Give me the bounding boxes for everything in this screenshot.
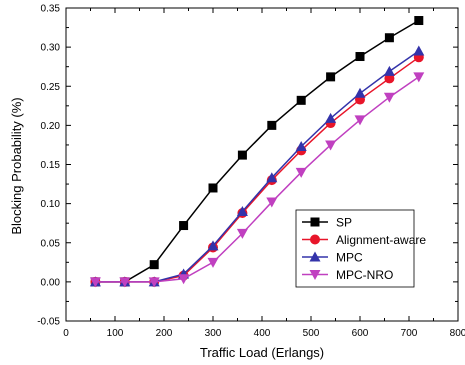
data-point-sp: [326, 72, 336, 82]
data-point-mpc-nro: [148, 277, 160, 288]
x-tick-label: 800: [450, 328, 465, 339]
legend-marker: [310, 217, 320, 227]
y-tick-label: 0.25: [41, 82, 61, 93]
data-point-mpc-nro: [354, 115, 366, 126]
data-point-mpc-nro: [89, 277, 101, 288]
series-layer: [89, 16, 425, 288]
data-point-mpc-nro: [295, 167, 307, 178]
series-mpc-nro: [89, 72, 425, 288]
data-point-mpc: [413, 45, 425, 56]
data-point-mpc-nro: [413, 72, 425, 83]
data-point-mpc-nro: [236, 228, 248, 239]
legend-marker: [310, 234, 320, 245]
data-point-mpc: [236, 205, 248, 216]
y-axis-title: Blocking Probability (%): [9, 97, 24, 234]
legend-item-mpc: MPC: [302, 251, 363, 265]
x-tick-label: 500: [303, 328, 320, 339]
legend-label: MPC-NRO: [336, 268, 393, 282]
x-tick-label: 400: [254, 328, 271, 339]
data-point-sp: [296, 95, 306, 105]
legend-item-mpc-nro: MPC-NRO: [302, 268, 393, 282]
legend: SP Alignment-aware MPC MPC-NRO: [295, 209, 426, 288]
data-point-mpc: [354, 87, 366, 98]
data-point-mpc-nro: [119, 277, 131, 288]
data-point-mpc-nro: [325, 140, 337, 151]
data-point-mpc-nro: [266, 197, 278, 208]
legend-item-sp: SP: [302, 216, 352, 230]
x-tick-label: 0: [63, 328, 69, 339]
legend-marker: [309, 251, 321, 262]
legend-label: Alignment-aware: [336, 233, 426, 247]
x-tick-label: 100: [107, 328, 124, 339]
data-point-sp: [179, 221, 189, 231]
data-point-alignment-aware: [384, 73, 395, 84]
x-tick-label: 700: [401, 328, 418, 339]
legend-marker: [309, 270, 321, 280]
y-tick-label: 0.30: [41, 43, 61, 54]
x-tick-label: 200: [156, 328, 173, 339]
y-tick-label: 0.20: [41, 121, 61, 132]
legend-label: MPC: [336, 251, 363, 265]
y-tick-label: 0.10: [41, 199, 61, 210]
data-point-sp: [237, 150, 247, 160]
y-tick-label: 0.00: [41, 277, 61, 288]
series-line-sp: [95, 19, 420, 283]
y-axis: -0.05 0.00 0.05 0.10 0.15 0.20 0.25 0.30 0.35: [37, 4, 458, 328]
x-axis: 0 100 200 300 400 500 600 700 800: [63, 8, 465, 339]
data-point-mpc: [325, 112, 337, 123]
data-point-mpc-nro: [383, 92, 395, 103]
y-tick-label: 0.35: [41, 4, 61, 15]
y-tick-label: -0.05: [37, 317, 60, 328]
data-point-mpc: [266, 172, 278, 183]
y-tick-label: 0.15: [41, 160, 61, 171]
data-point-mpc-nro: [207, 257, 219, 268]
data-point-sp: [414, 16, 424, 26]
data-point-sp: [267, 120, 277, 130]
data-point-sp: [208, 183, 218, 193]
legend-label: SP: [336, 216, 352, 230]
x-tick-label: 600: [352, 328, 369, 339]
y-tick-label: 0.05: [41, 238, 61, 249]
legend-item-alignment-aware: Alignment-aware: [302, 233, 426, 247]
x-tick-label: 300: [205, 328, 222, 339]
data-point-sp: [149, 260, 159, 270]
data-point-mpc-nro: [178, 274, 190, 285]
data-point-sp: [355, 52, 365, 62]
data-point-mpc: [383, 65, 395, 76]
data-point-mpc: [295, 141, 307, 152]
data-point-mpc: [207, 240, 219, 251]
x-axis-title: Traffic Load (Erlangs): [200, 345, 324, 360]
data-point-sp: [384, 33, 394, 43]
